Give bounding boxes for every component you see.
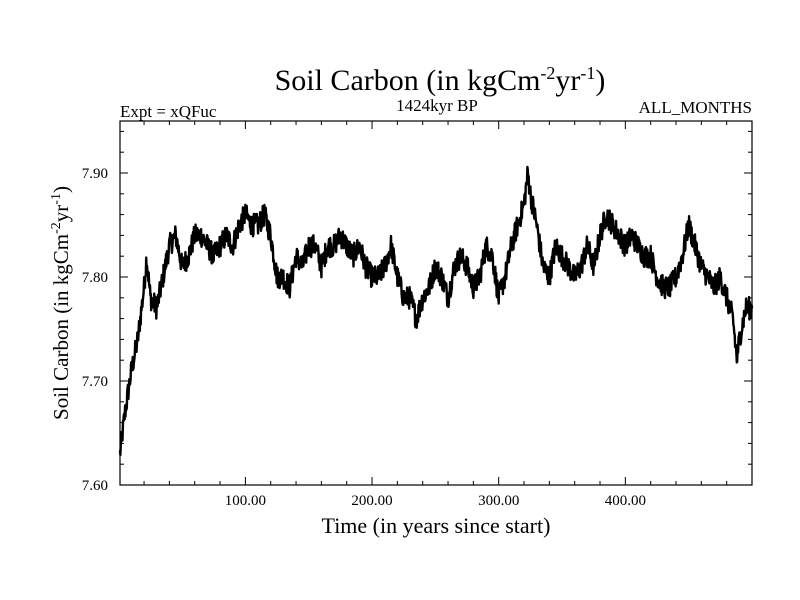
plot-area <box>119 120 753 486</box>
chart-title: Soil Carbon (in kgCm-2yr-1) <box>275 63 606 97</box>
subtitle-months: ALL_MONTHS <box>639 98 752 117</box>
series-line-soil-carbon <box>118 165 754 456</box>
y-tick-label: 7.60 <box>82 478 108 494</box>
x-tick-label: 300.00 <box>478 493 519 509</box>
subtitle-period: 1424kyr BP <box>396 96 478 115</box>
axis-ticks <box>120 121 752 486</box>
axis-tick-labels: 7.60 7.70 7.80 7.90 100.00 200.00 300.00 400.00 <box>82 166 646 509</box>
x-tick-label: 400.00 <box>605 493 646 509</box>
y-axis-label: Soil Carbon (in kgCm-2yr-1) <box>49 186 73 420</box>
y-tick-label: 7.80 <box>82 270 108 286</box>
x-tick-label: 100.00 <box>225 493 266 509</box>
y-tick-label: 7.90 <box>82 166 108 182</box>
x-tick-label: 200.00 <box>351 493 392 509</box>
subtitle-experiment: Expt = xQFuc <box>120 102 217 121</box>
y-tick-label: 7.70 <box>82 374 108 390</box>
x-axis-label: Time (in years since start) <box>322 513 551 538</box>
